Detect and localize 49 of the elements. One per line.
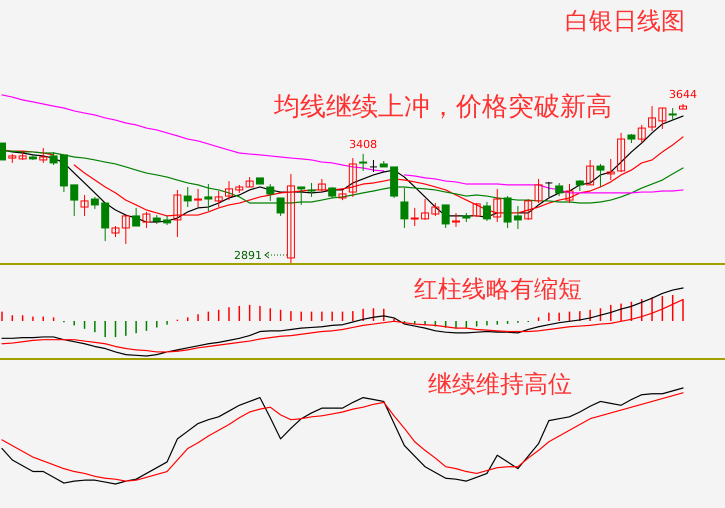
candlestick	[627, 133, 636, 144]
candlestick	[308, 182, 316, 198]
candlestick	[668, 108, 677, 122]
annotation: 均线继续上冲，价格突破新高	[273, 92, 612, 122]
candlestick	[442, 204, 450, 228]
candlestick	[431, 202, 440, 216]
candlestick	[90, 196, 99, 210]
candlestick	[658, 108, 666, 130]
candlestick	[638, 124, 646, 144]
candlestick	[122, 215, 130, 244]
annotation: 红柱线略有缩短	[414, 275, 582, 303]
candlestick	[184, 186, 192, 208]
candlestick	[545, 181, 552, 198]
annotation: 3644	[669, 88, 697, 101]
candlestick	[70, 184, 78, 216]
candlestick	[359, 153, 368, 172]
candlestick	[225, 180, 233, 201]
candlestick	[452, 212, 460, 228]
candlestick	[266, 184, 274, 202]
candlestick	[318, 178, 326, 193]
candlestick	[586, 159, 594, 186]
annotation: 3408	[349, 138, 378, 151]
candlestick	[39, 147, 48, 164]
chart-title: 白银日线图	[565, 7, 685, 35]
candlestick	[555, 182, 564, 197]
annotation: 继续维持高位	[428, 370, 572, 398]
candlestick	[80, 194, 89, 216]
candlestick	[328, 186, 336, 198]
candlestick	[370, 159, 377, 172]
candlestick	[338, 189, 346, 201]
candlestick	[576, 180, 584, 192]
candlestick	[534, 178, 543, 204]
candlestick	[163, 215, 172, 226]
candlestick	[606, 158, 615, 181]
candlestick	[246, 176, 254, 188]
annotation: 2891	[234, 249, 262, 262]
candlestick	[514, 205, 522, 230]
candlestick	[348, 158, 357, 198]
candlestick	[462, 212, 470, 223]
candlestick	[112, 226, 120, 238]
candlestick	[648, 106, 656, 132]
candlestick	[132, 207, 140, 227]
candlestick	[566, 184, 574, 204]
candlestick	[410, 207, 419, 227]
candlestick	[482, 201, 491, 222]
candlestick	[214, 190, 223, 208]
candlestick	[421, 198, 430, 220]
candlestick	[596, 163, 604, 188]
candlestick	[194, 188, 202, 208]
